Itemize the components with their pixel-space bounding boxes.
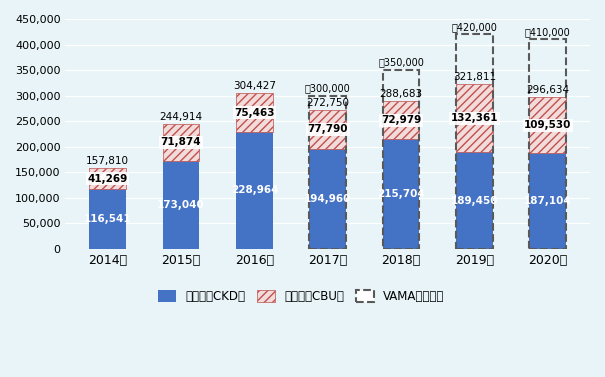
Text: 228,964: 228,964 xyxy=(231,185,278,195)
Bar xyxy=(236,93,273,132)
Text: 約300,000: 約300,000 xyxy=(305,83,351,93)
Text: 244,914: 244,914 xyxy=(160,112,203,122)
Text: 132,361: 132,361 xyxy=(451,113,498,123)
Text: 296,634: 296,634 xyxy=(526,85,569,95)
Bar xyxy=(163,161,200,249)
Bar xyxy=(90,168,126,189)
Bar xyxy=(529,153,566,249)
Text: 約420,000: 約420,000 xyxy=(451,22,497,32)
Text: 77,790: 77,790 xyxy=(307,124,348,135)
Text: 272,750: 272,750 xyxy=(306,98,349,107)
Bar xyxy=(529,97,566,153)
Text: 72,979: 72,979 xyxy=(381,115,421,125)
Bar xyxy=(383,70,419,249)
Bar xyxy=(383,139,419,249)
Text: 約410,000: 約410,000 xyxy=(525,27,571,37)
Bar xyxy=(383,101,419,139)
Bar xyxy=(529,40,566,249)
Bar xyxy=(163,124,200,161)
Bar xyxy=(309,149,346,249)
Bar xyxy=(309,96,346,249)
Bar xyxy=(456,152,493,249)
Text: 109,530: 109,530 xyxy=(524,120,572,130)
Text: 189,450: 189,450 xyxy=(451,196,498,205)
Text: 157,810: 157,810 xyxy=(86,156,129,166)
Bar xyxy=(236,132,273,249)
Text: 304,427: 304,427 xyxy=(233,81,276,91)
Text: 321,811: 321,811 xyxy=(453,72,496,83)
Text: 187,104: 187,104 xyxy=(524,196,572,206)
Text: 173,040: 173,040 xyxy=(157,200,205,210)
Text: 71,874: 71,874 xyxy=(161,137,201,147)
Bar xyxy=(309,110,346,149)
Legend: 国産車（CKD）, 輸入車（CBU）, VAMA非加盟分: 国産車（CKD）, 輸入車（CBU）, VAMA非加盟分 xyxy=(154,285,450,307)
Text: 215,704: 215,704 xyxy=(378,189,425,199)
Text: 194,960: 194,960 xyxy=(304,194,352,204)
Bar xyxy=(90,189,126,249)
Text: 41,269: 41,269 xyxy=(88,174,128,184)
Bar xyxy=(456,84,493,152)
Bar xyxy=(456,34,493,249)
Text: 288,683: 288,683 xyxy=(379,89,423,100)
Text: 116,541: 116,541 xyxy=(84,214,131,224)
Text: 75,463: 75,463 xyxy=(234,108,275,118)
Text: 約350,000: 約350,000 xyxy=(378,58,424,67)
